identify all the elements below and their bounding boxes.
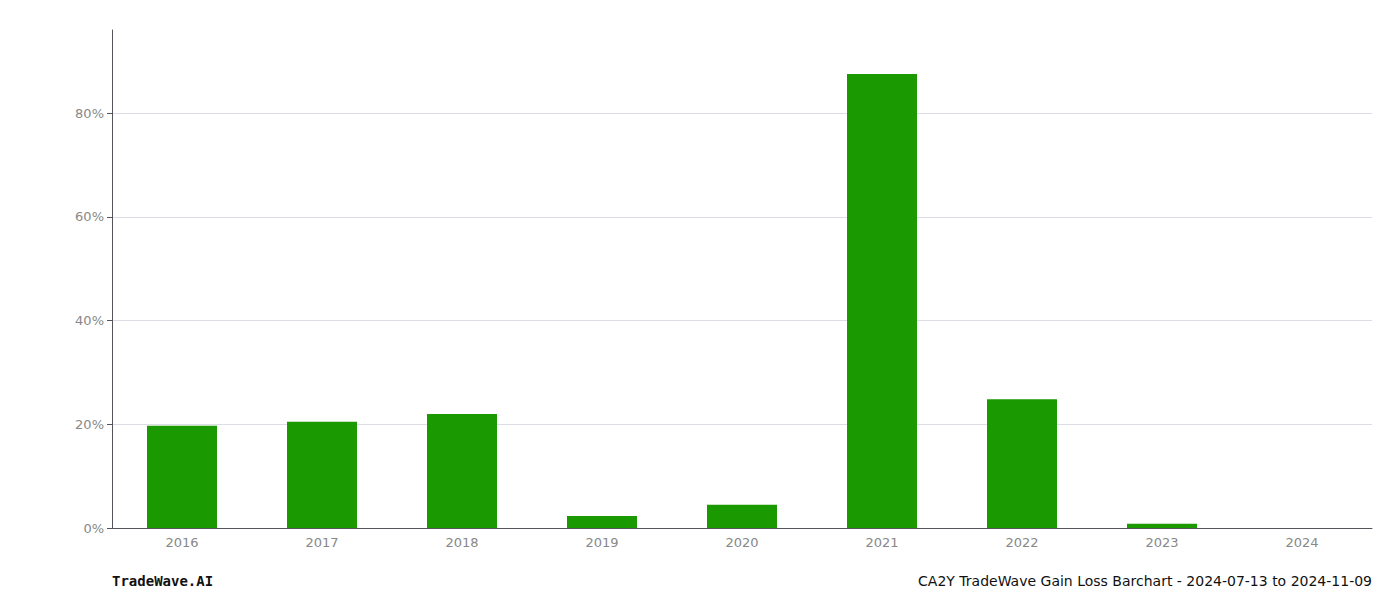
svg-text:TradeWave.AI: TradeWave.AI [112, 573, 213, 589]
svg-text:2019: 2019 [585, 535, 618, 550]
svg-text:2018: 2018 [445, 535, 478, 550]
svg-text:40%: 40% [75, 313, 104, 328]
svg-text:2020: 2020 [725, 535, 758, 550]
svg-text:2021: 2021 [865, 535, 898, 550]
svg-text:80%: 80% [75, 106, 104, 121]
svg-text:20%: 20% [75, 417, 104, 432]
svg-text:2016: 2016 [165, 535, 198, 550]
svg-text:2024: 2024 [1285, 535, 1318, 550]
svg-text:CA2Y TradeWave Gain Loss Barch: CA2Y TradeWave Gain Loss Barchart - 2024… [918, 573, 1372, 589]
svg-text:60%: 60% [75, 209, 104, 224]
svg-text:2023: 2023 [1145, 535, 1178, 550]
svg-text:2022: 2022 [1005, 535, 1038, 550]
svg-text:0%: 0% [83, 521, 104, 536]
svg-text:2017: 2017 [305, 535, 338, 550]
